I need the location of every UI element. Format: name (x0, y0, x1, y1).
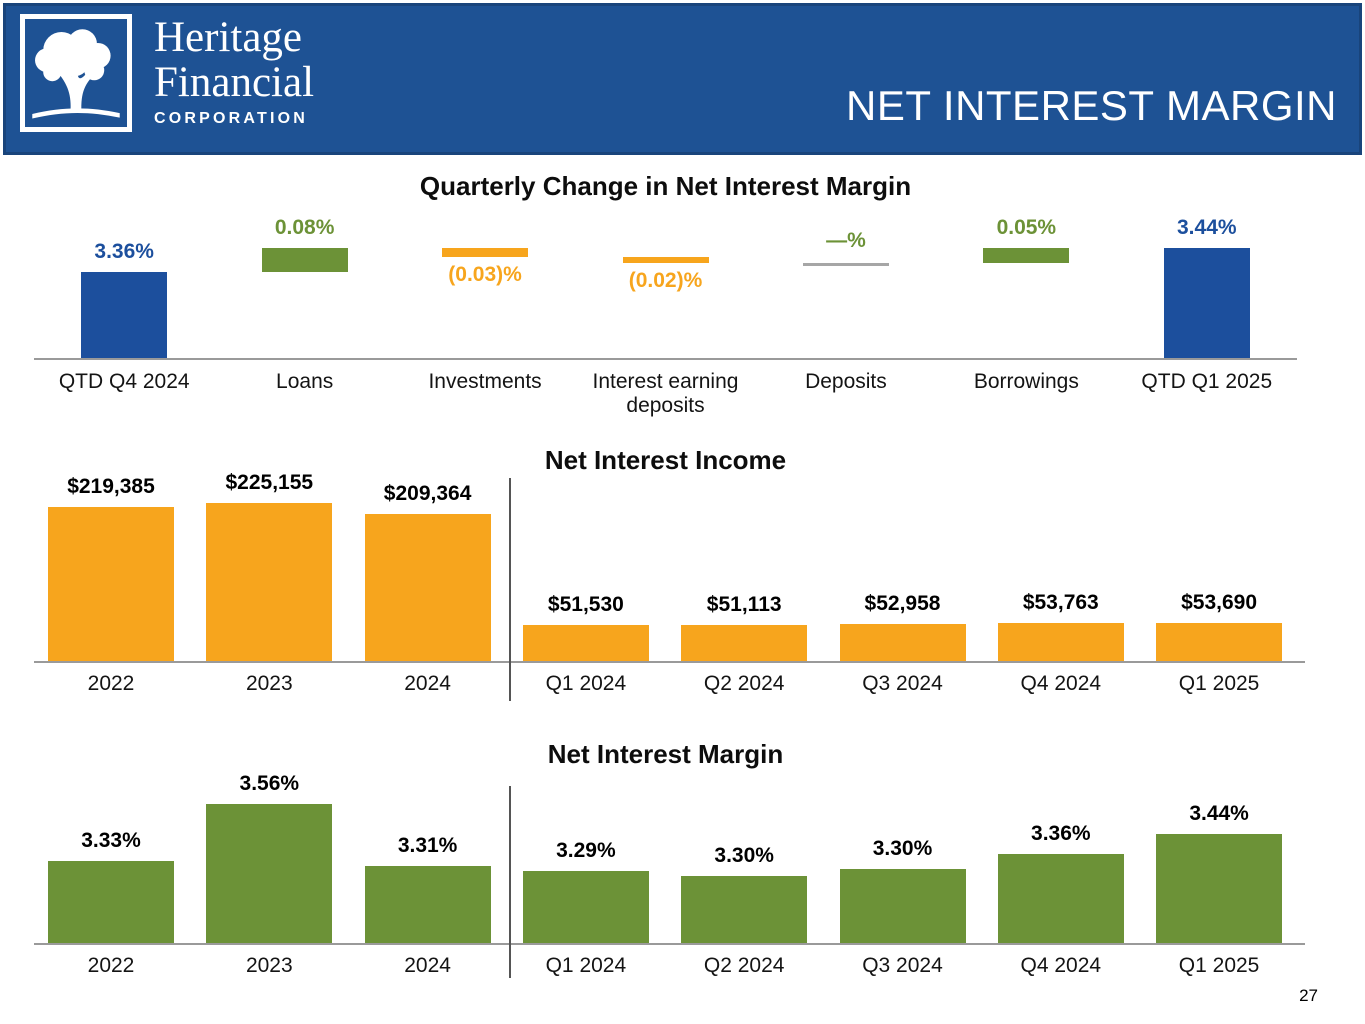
value-label: (0.03)% (448, 263, 522, 286)
page-number: 27 (1299, 986, 1318, 1005)
bar-2022 (48, 507, 174, 661)
category-label: Interest earning deposits (592, 370, 739, 417)
bar-q1-2024 (522, 871, 649, 943)
category-label: Deposits (805, 370, 887, 393)
category-label: 2024 (404, 672, 451, 695)
category-label: Q1 2024 (545, 954, 627, 977)
category-label: Q1 2025 (1178, 954, 1260, 977)
category-label: Q1 2024 (545, 672, 627, 695)
bar-2024 (364, 514, 491, 661)
waterfall-bar-qtd-q4-2024 (81, 272, 168, 358)
bar-q4-2024 (997, 853, 1124, 943)
bar-2022 (48, 861, 174, 943)
bar-2023 (206, 503, 333, 661)
value-label: $209,364 (383, 482, 472, 506)
bar-q2-2024 (681, 625, 808, 661)
category-label: 2023 (245, 672, 293, 695)
value-label: $53,763 (1022, 591, 1099, 615)
logo-word-heritage: Heritage (154, 14, 303, 61)
logo-text: Heritage Financial CORPORATION (154, 14, 314, 132)
value-label: 0.08% (274, 216, 335, 239)
bar-q2-2024 (681, 876, 808, 943)
category-label: 2023 (245, 954, 293, 977)
category-label: 2022 (87, 954, 135, 977)
annual-quarterly-divider (509, 478, 511, 701)
value-label: $52,958 (864, 591, 941, 615)
logo: Heritage Financial CORPORATION (20, 14, 314, 132)
category-label: Q2 2024 (703, 672, 785, 695)
waterfall-bar-qtd-q1-2025 (1163, 248, 1250, 358)
value-label: $219,385 (67, 475, 155, 499)
net-interest-margin-chart-title: Net Interest Margin (547, 739, 784, 769)
bar-q1-2025 (1156, 833, 1283, 943)
category-label: Q2 2024 (703, 954, 785, 977)
x-axis (34, 661, 1305, 663)
value-label: $51,530 (547, 592, 624, 616)
category-label: Borrowings (973, 370, 1079, 393)
zero-change-line (802, 263, 889, 266)
waterfall-bar-borrowings (983, 248, 1070, 263)
annual-quarterly-divider (509, 786, 511, 978)
value-label: 0.05% (996, 216, 1057, 239)
value-label: 3.30% (714, 844, 774, 868)
waterfall-bar-loans (261, 248, 348, 272)
value-label: 3.33% (81, 829, 141, 853)
net-interest-income-chart-title: Net Interest Income (544, 445, 787, 475)
bar-q1-2024 (522, 624, 649, 661)
value-label: 3.36% (94, 240, 154, 263)
waterfall-chart-title: Quarterly Change in Net Interest Margin (419, 171, 912, 201)
category-label: 2024 (404, 954, 451, 977)
category-label: QTD Q1 2025 (1141, 370, 1273, 393)
value-label: 3.29% (556, 839, 616, 863)
category-label: Loans (276, 370, 334, 393)
category-label: Q4 2024 (1020, 954, 1102, 977)
bar-q1-2025 (1156, 623, 1283, 661)
category-label: Q3 2024 (862, 672, 943, 695)
value-label: 3.56% (239, 772, 300, 796)
bar-2023 (206, 804, 333, 943)
bar-q3-2024 (839, 623, 966, 661)
category-label: Investments (428, 370, 542, 393)
logo-box (20, 14, 132, 132)
bar-q3-2024 (839, 868, 966, 943)
waterfall-bar-investments (442, 248, 529, 257)
x-axis (34, 358, 1297, 360)
oak-tree-icon (32, 29, 120, 119)
category-label: Q1 2025 (1178, 672, 1260, 695)
x-axis (34, 943, 1305, 945)
value-label: 3.36% (1031, 821, 1091, 845)
slide-title: NET INTEREST MARGIN (845, 82, 1337, 129)
category-label: 2022 (87, 672, 135, 695)
value-label: —% (826, 229, 866, 252)
value-label: 3.30% (872, 836, 933, 860)
category-label: Q3 2024 (862, 954, 943, 977)
bar-2024 (364, 866, 491, 943)
value-label: 3.31% (397, 834, 458, 858)
category-label: QTD Q4 2024 (58, 370, 190, 393)
value-label: $225,155 (225, 471, 314, 495)
header: Heritage Financial CORPORATION NET INTER… (3, 3, 1362, 155)
bar-q4-2024 (997, 623, 1124, 661)
logo-word-corporation: CORPORATION (154, 110, 309, 127)
logo-word-financial: Financial (154, 59, 315, 106)
category-label: Q4 2024 (1020, 672, 1102, 695)
value-label: (0.02)% (628, 269, 703, 292)
value-label: 3.44% (1189, 801, 1249, 825)
value-label: $53,690 (1181, 591, 1258, 615)
value-label: $51,113 (706, 593, 782, 617)
waterfall-bar-interest-earning-deposits (622, 257, 709, 263)
value-label: 3.44% (1177, 216, 1237, 239)
